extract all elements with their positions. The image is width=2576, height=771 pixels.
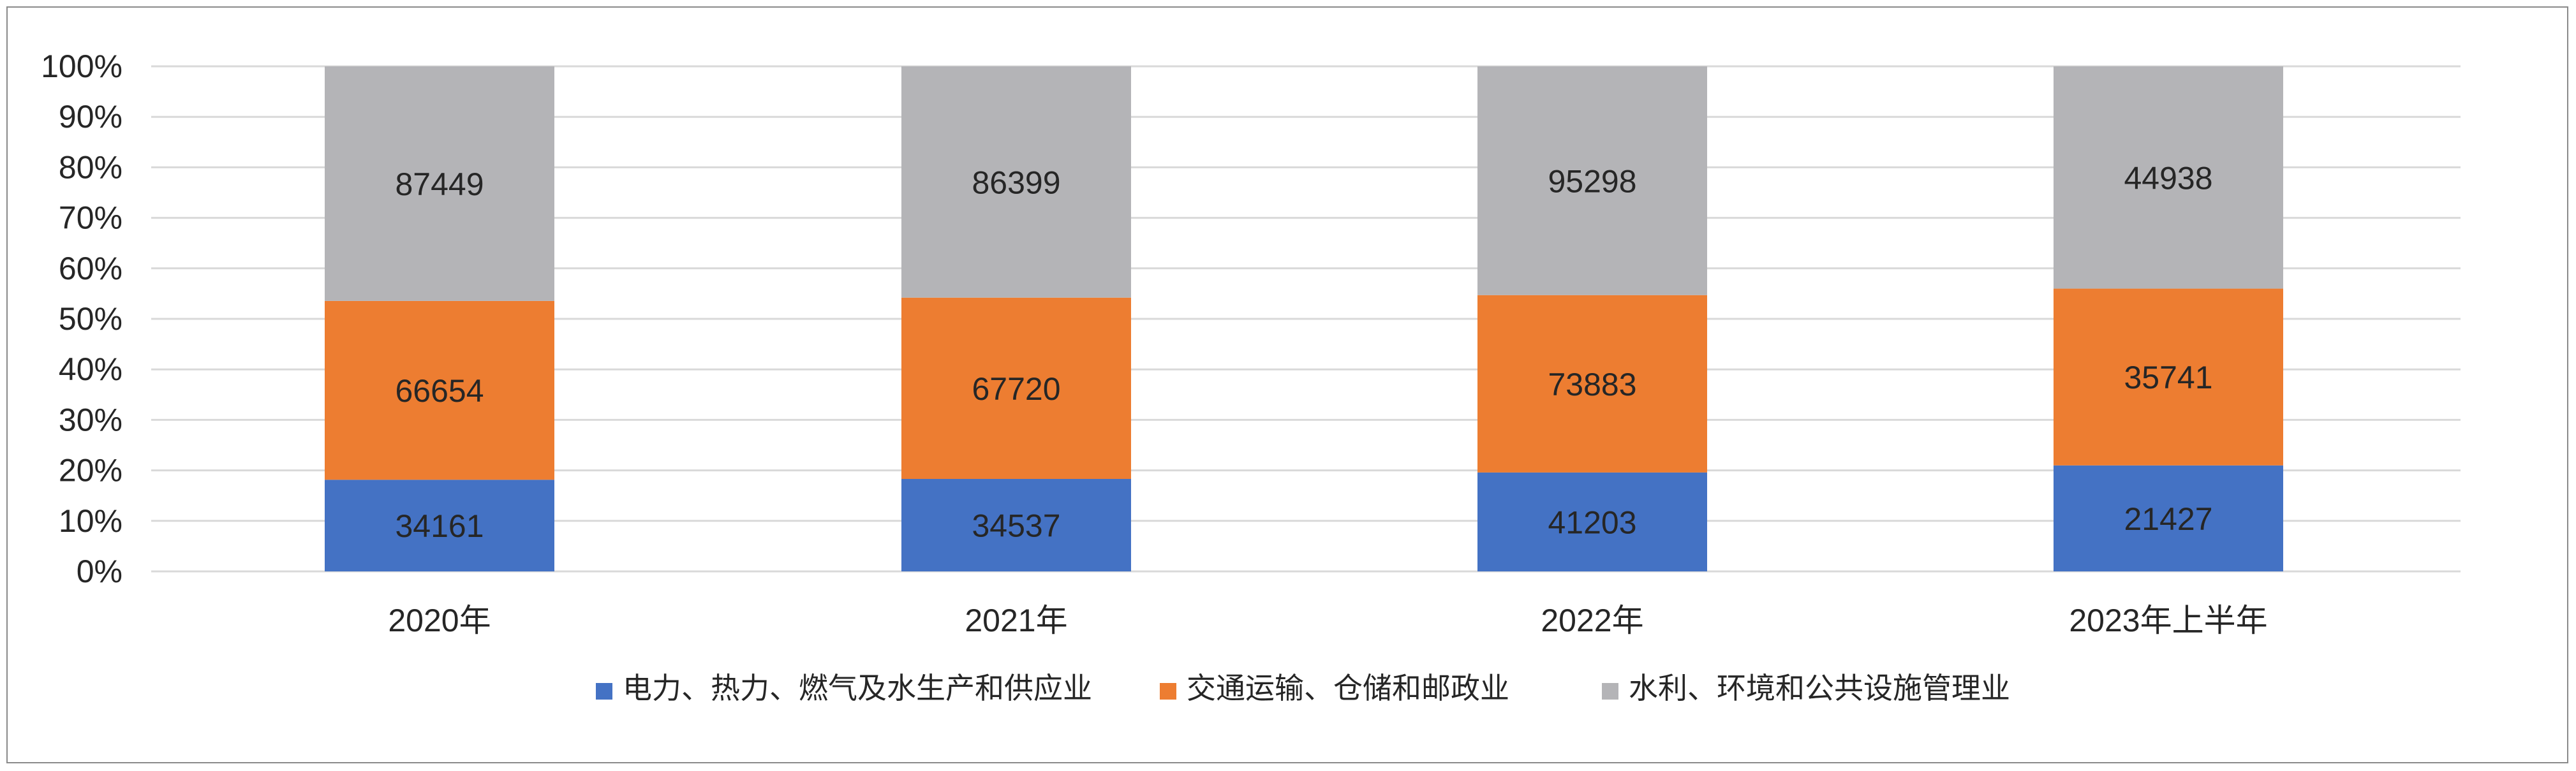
data-label-1-series-2: 86399 bbox=[972, 165, 1060, 200]
data-label-0-series-2: 87449 bbox=[395, 166, 484, 202]
data-label-0-series-1: 66654 bbox=[395, 373, 484, 409]
x-category-label-0: 2020年 bbox=[388, 603, 491, 638]
bar-1-series-1 bbox=[901, 297, 1131, 480]
bar-3-series-1 bbox=[2054, 288, 2283, 466]
y-tick-label-80: 80% bbox=[59, 149, 122, 185]
legend-swatch-1 bbox=[1160, 683, 1176, 700]
x-axis-categories: 2020年 2021年 2022年 2023年上半年 bbox=[388, 603, 2267, 638]
y-tick-label-30: 30% bbox=[59, 402, 122, 437]
bar-2-series-1 bbox=[1477, 295, 1707, 473]
data-label-2-series-0: 41203 bbox=[1548, 504, 1636, 540]
y-axis-ticks: 0% 10% 20% 30% 40% 50% 60% 70% 80% 90% 100% bbox=[41, 48, 122, 589]
bars: 34161 66654 87449 34537 67720 86399 41203 73883… bbox=[325, 66, 2283, 571]
y-tick-label-90: 90% bbox=[59, 99, 122, 135]
stacked-bar-chart: 0% 10% 20% 30% 40% 50% 60% 70% 80% 90% 100% 34161 6… bbox=[41, 48, 2461, 705]
x-category-label-1: 2021年 bbox=[965, 603, 1067, 638]
data-label-3-series-0: 21427 bbox=[2124, 501, 2212, 537]
bar-2-series-2 bbox=[1477, 66, 1707, 295]
y-tick-label-70: 70% bbox=[59, 200, 122, 236]
y-tick-label-50: 50% bbox=[59, 301, 122, 337]
bar-1-series-2 bbox=[901, 66, 1131, 298]
data-label-3-series-2: 44938 bbox=[2124, 160, 2212, 196]
x-category-label-2: 2022年 bbox=[1541, 603, 1643, 638]
y-tick-label-0: 0% bbox=[77, 554, 122, 589]
y-tick-label-40: 40% bbox=[59, 351, 122, 387]
data-label-1-series-0: 34537 bbox=[972, 508, 1060, 544]
y-tick-label-60: 60% bbox=[59, 251, 122, 286]
legend-label-1: 交通运输、仓储和邮政业 bbox=[1187, 672, 1509, 705]
legend-swatch-0 bbox=[596, 683, 612, 700]
legend: 电力、热力、燃气及水生产和供应业 交通运输、仓储和邮政业 水利、环境和公共设施管理业 bbox=[596, 672, 2010, 705]
bar-0-series-1 bbox=[325, 300, 554, 480]
bar-0-series-0 bbox=[325, 480, 554, 571]
y-tick-label-10: 10% bbox=[59, 503, 122, 539]
bar-2-series-0 bbox=[1477, 472, 1707, 571]
data-label-0-series-0: 34161 bbox=[395, 508, 484, 544]
legend-swatch-2 bbox=[1602, 683, 1618, 700]
y-tick-label-100: 100% bbox=[41, 48, 122, 84]
x-category-label-3: 2023年上半年 bbox=[2069, 603, 2267, 638]
bar-3-series-0 bbox=[2054, 465, 2283, 571]
legend-label-0: 电力、热力、燃气及水生产和供应业 bbox=[623, 672, 1092, 705]
y-tick-label-20: 20% bbox=[59, 453, 122, 488]
bar-0-series-2 bbox=[325, 66, 554, 301]
data-label-2-series-1: 73883 bbox=[1548, 367, 1636, 402]
bar-3-series-2 bbox=[2054, 66, 2283, 289]
chart-frame: 0% 10% 20% 30% 40% 50% 60% 70% 80% 90% 100% 34161 6… bbox=[6, 6, 2568, 763]
bar-1-series-0 bbox=[901, 479, 1131, 571]
data-label-1-series-1: 67720 bbox=[972, 371, 1060, 407]
data-label-3-series-1: 35741 bbox=[2124, 360, 2212, 395]
legend-label-2: 水利、环境和公共设施管理业 bbox=[1629, 672, 2010, 705]
data-label-2-series-2: 95298 bbox=[1548, 163, 1636, 199]
